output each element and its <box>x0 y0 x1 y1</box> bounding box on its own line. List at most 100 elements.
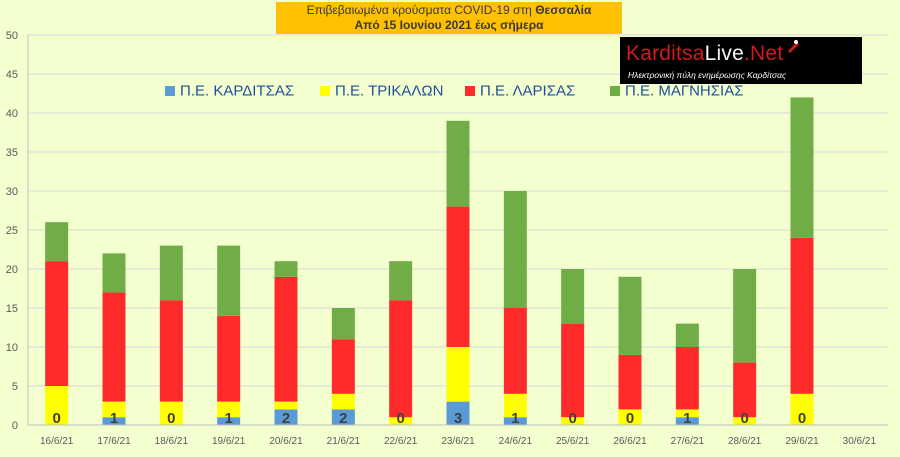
legend-item-karditsa: Π.Ε. ΚΑΡΔΙΤΣΑΣ <box>165 82 294 102</box>
y-tick-label: 10 <box>6 342 18 354</box>
bar-segment <box>733 417 757 425</box>
data-label: 1 <box>511 410 519 427</box>
bar-segment <box>790 393 814 425</box>
data-label: 2 <box>282 410 290 427</box>
x-tick-label: 20/6/21 <box>269 436 303 447</box>
data-label: 0 <box>396 410 404 427</box>
bar-segment <box>102 417 126 425</box>
x-tick-label: 26/6/21 <box>613 436 647 447</box>
logo-name: KarditsaLive.Net <box>626 42 783 66</box>
y-tick-label: 5 <box>12 381 18 393</box>
logo-name-part2: Live <box>704 42 744 65</box>
legend-swatch-trikala <box>320 85 330 96</box>
data-label: 2 <box>339 410 347 427</box>
bar-segment <box>159 300 183 402</box>
x-tick-label: 23/6/21 <box>441 436 475 447</box>
logo-pen-icon <box>788 40 799 53</box>
bar-segment <box>618 354 642 410</box>
bar-segment <box>45 222 69 262</box>
data-label: 0 <box>740 410 748 427</box>
bar-segment <box>331 393 355 410</box>
data-label: 0 <box>167 410 175 427</box>
data-label: 1 <box>224 410 232 427</box>
bar-segment <box>331 308 355 340</box>
x-tick-label: 25/6/21 <box>556 436 590 447</box>
bar-segment <box>503 393 527 418</box>
bar-segment <box>503 191 527 308</box>
legend-label-larisa: Π.Ε. ΛΑΡΙΣΑΣ <box>480 82 576 100</box>
logo-name-part3: .Net <box>743 42 784 65</box>
bar-segment <box>217 245 241 316</box>
bar-segment <box>446 206 470 347</box>
bar-segment <box>274 276 298 402</box>
data-label: 0 <box>626 410 634 427</box>
chart-title-prefix: Επιβεβαιωμένα κρούσματα COVID-19 στη <box>306 3 536 17</box>
bar-segment <box>274 261 298 277</box>
x-tick-label: 22/6/21 <box>384 436 418 447</box>
bar-segment <box>45 386 69 425</box>
x-tick-label: 21/6/21 <box>327 436 361 447</box>
legend-swatch-magnesia <box>610 85 620 96</box>
x-tick-label: 19/6/21 <box>212 436 246 447</box>
legend-item-magnesia: Π.Ε. ΜΑΓΝΗΣΙΑΣ <box>610 82 743 102</box>
bar-segment <box>618 276 642 355</box>
data-label: 0 <box>52 410 60 427</box>
y-tick-label: 35 <box>6 147 18 159</box>
bar-segment <box>446 120 470 207</box>
y-tick-label: 30 <box>6 186 18 198</box>
bar-segment <box>675 409 699 418</box>
bar-segment <box>503 308 527 394</box>
legend-item-trikala: Π.Ε. ΤΡΙΚΑΛΩΝ <box>320 82 443 102</box>
y-tick-label: 15 <box>6 303 18 315</box>
legend-label-trikala: Π.Ε. ΤΡΙΚΑΛΩΝ <box>335 82 444 100</box>
chart-title: Επιβεβαιωμένα κρούσματα COVID-19 στη Θεσ… <box>276 2 622 18</box>
bar-segment <box>102 292 126 402</box>
legend-swatch-karditsa <box>165 85 175 96</box>
legend-label-karditsa: Π.Ε. ΚΑΡΔΙΤΣΑΣ <box>180 82 295 100</box>
bar-segment <box>675 323 699 347</box>
y-tick-label: 25 <box>6 225 18 237</box>
bar-segment <box>561 323 585 418</box>
bar-segment <box>561 417 585 425</box>
chart-title-box: Επιβεβαιωμένα κρούσματα COVID-19 στη Θεσ… <box>276 2 622 34</box>
x-tick-label: 27/6/21 <box>671 436 705 447</box>
bar-segment <box>159 401 183 425</box>
x-tick-label: 17/6/21 <box>97 436 131 447</box>
chart-legend: Π.Ε. ΚΑΡΔΙΤΣΑΣ Π.Ε. ΤΡΙΚΑΛΩΝ Π.Ε. ΛΑΡΙΣΑ… <box>165 82 785 102</box>
x-tick-label: 24/6/21 <box>499 436 533 447</box>
bar-segment <box>217 417 241 425</box>
bar-segment <box>389 261 413 301</box>
y-tick-label: 40 <box>6 108 18 120</box>
bar-segment <box>503 417 527 425</box>
chart-title-region: Θεσσαλία <box>535 3 592 17</box>
logo-name-part1: Karditsa <box>626 42 705 65</box>
bar-segment <box>274 409 298 425</box>
bar-segment <box>446 401 470 425</box>
bar-segment <box>102 401 126 418</box>
y-tick-label: 50 <box>6 30 18 42</box>
legend-item-larisa: Π.Ε. ΛΑΡΙΣΑΣ <box>465 82 575 102</box>
bar-segment <box>618 409 642 425</box>
bar-segment <box>331 339 355 394</box>
bar-segment <box>561 269 585 324</box>
x-tick-label: 18/6/21 <box>155 436 189 447</box>
bar-segment <box>389 417 413 425</box>
bar-segment <box>675 347 699 410</box>
x-tick-label: 29/6/21 <box>785 436 819 447</box>
bar-segment <box>159 245 183 301</box>
data-label: 0 <box>798 410 806 427</box>
data-label: 1 <box>110 410 118 427</box>
bar-segment <box>733 362 757 418</box>
bar-segment <box>733 269 757 363</box>
bar-segment <box>446 347 470 402</box>
bar-segment <box>102 253 126 293</box>
data-label: 1 <box>683 410 691 427</box>
bar-segment <box>217 315 241 402</box>
data-label: 3 <box>454 410 462 427</box>
bar-segment <box>675 417 699 425</box>
x-tick-label: 28/6/21 <box>728 436 762 447</box>
bar-segment <box>790 237 814 394</box>
bar-segment <box>45 261 69 386</box>
x-tick-label: 30/6/21 <box>843 436 877 447</box>
